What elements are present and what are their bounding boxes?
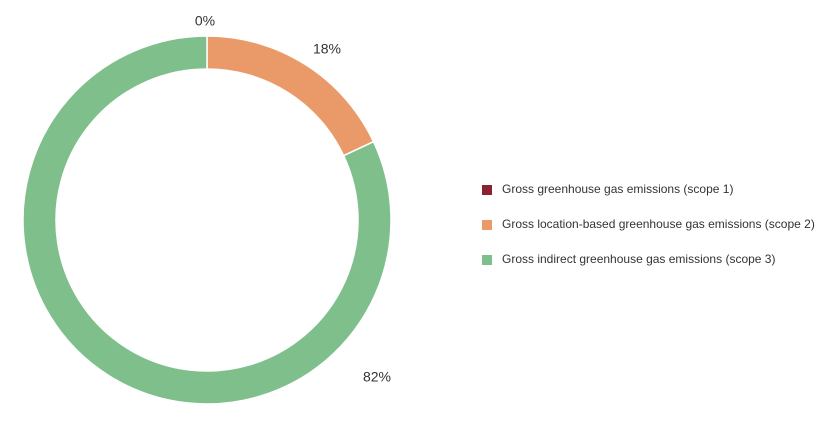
legend-swatch [482,220,492,230]
data-label: 0% [195,13,215,29]
legend-label: Gross indirect greenhouse gas emissions … [502,252,775,266]
donut-slice [22,35,392,405]
donut-slice [206,35,375,157]
legend-swatch [482,185,492,195]
legend-label: Gross location-based greenhouse gas emis… [502,217,815,231]
data-label: 82% [363,369,391,385]
legend-swatch [482,255,492,265]
legend-label: Gross greenhouse gas emissions (scope 1) [502,182,733,196]
data-label: 18% [313,41,341,57]
